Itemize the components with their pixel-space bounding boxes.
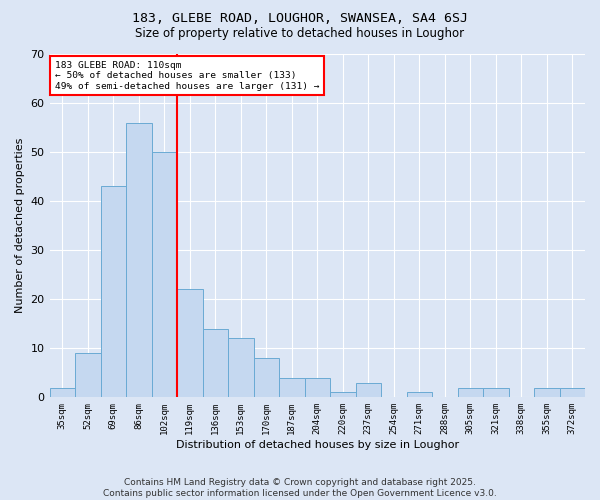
Text: 183, GLEBE ROAD, LOUGHOR, SWANSEA, SA4 6SJ: 183, GLEBE ROAD, LOUGHOR, SWANSEA, SA4 6… — [132, 12, 468, 26]
Bar — [75, 353, 101, 398]
Bar — [152, 152, 177, 398]
Bar — [330, 392, 356, 398]
Bar — [228, 338, 254, 398]
Bar — [356, 382, 381, 398]
Bar — [254, 358, 279, 398]
Bar — [50, 388, 75, 398]
Bar — [203, 328, 228, 398]
Bar — [279, 378, 305, 398]
X-axis label: Distribution of detached houses by size in Loughor: Distribution of detached houses by size … — [176, 440, 459, 450]
Bar — [177, 290, 203, 398]
Bar — [101, 186, 126, 398]
Bar — [560, 388, 585, 398]
Bar — [483, 388, 509, 398]
Bar — [407, 392, 432, 398]
Text: Size of property relative to detached houses in Loughor: Size of property relative to detached ho… — [136, 28, 464, 40]
Bar — [305, 378, 330, 398]
Bar — [534, 388, 560, 398]
Text: Contains HM Land Registry data © Crown copyright and database right 2025.
Contai: Contains HM Land Registry data © Crown c… — [103, 478, 497, 498]
Bar — [458, 388, 483, 398]
Bar — [126, 122, 152, 398]
Y-axis label: Number of detached properties: Number of detached properties — [15, 138, 25, 314]
Text: 183 GLEBE ROAD: 110sqm
← 50% of detached houses are smaller (133)
49% of semi-de: 183 GLEBE ROAD: 110sqm ← 50% of detached… — [55, 61, 319, 90]
